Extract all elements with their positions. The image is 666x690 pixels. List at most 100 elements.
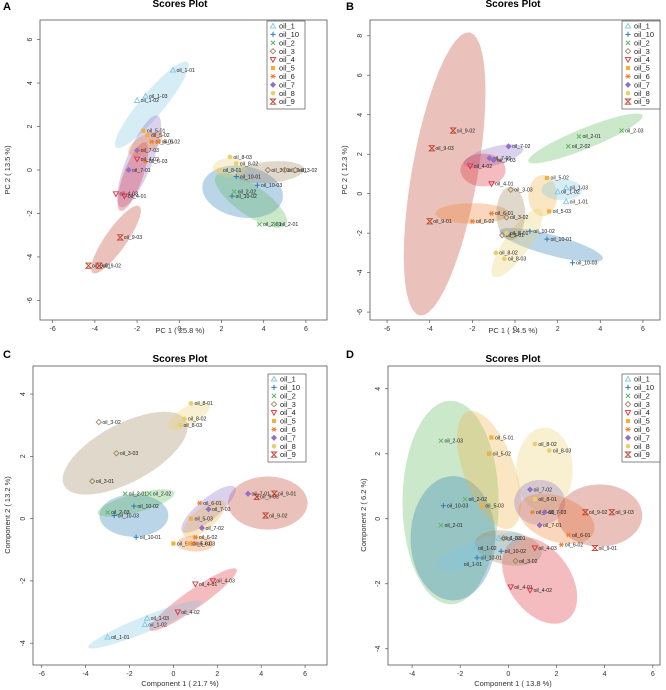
point-label: oil_9-02	[589, 510, 608, 516]
x-tick-label: 6	[304, 326, 308, 333]
point-oil-9-01	[270, 490, 279, 497]
point-label: oil_10-02	[137, 504, 158, 510]
point-label: oil_1-02	[561, 190, 580, 196]
y-axis-label: PC 2 ( 13.5 %)	[3, 145, 12, 195]
y-tick-label: -6	[357, 309, 364, 315]
point-label: oil_9-01	[92, 263, 111, 269]
point-oil-10-02	[229, 193, 235, 199]
point-oil-10-02	[527, 228, 533, 234]
legend-label: oil_5	[634, 417, 650, 426]
point-oil-6-02	[155, 139, 161, 145]
point-label: oil_4-01	[514, 585, 533, 591]
point-oil-4-03	[209, 578, 217, 585]
point-oil-2-03	[438, 438, 444, 444]
point-oil-6-02	[469, 218, 475, 224]
point-oil-9-02	[449, 127, 457, 134]
point-oil-1-03	[562, 184, 570, 191]
legend-marker-oil-8	[271, 443, 277, 449]
ellipse-oil-1	[114, 61, 189, 149]
point-oil-8-01	[532, 496, 538, 502]
point-oil-1-02	[141, 620, 149, 628]
point-label: oil_1-02	[478, 546, 497, 552]
point-oil-8-01	[504, 230, 509, 236]
point-oil-2-01	[576, 134, 582, 139]
point-oil-9-03	[116, 234, 124, 241]
point-label: oil_9-03	[435, 146, 454, 152]
panel-a: A Scores Plot -6 -4 -2 0 2 4 6 -6 -4 -2 0 2 4 6 PC 1 ( 2…	[3, 0, 328, 335]
panel-letter: A	[3, 1, 11, 13]
point-oil-2-03	[105, 509, 111, 515]
point-label: oil_1-01	[570, 199, 589, 205]
point-oil-8-02	[233, 161, 239, 166]
ellipse-oil-7	[463, 144, 524, 169]
x-tick-label: 2	[215, 671, 219, 678]
point-label: oil_10-03	[118, 513, 139, 519]
y-tick-label: 0	[20, 517, 27, 521]
point-label: oil_1-01	[111, 635, 130, 641]
point-label: oil_9-01	[433, 219, 452, 225]
ellipse-oil-2	[402, 400, 499, 605]
legend-label: oil_10	[634, 30, 654, 39]
legend-label: oil_1	[279, 22, 295, 31]
legend-marker-oil-4	[270, 410, 278, 417]
point-oil-4-02	[133, 156, 141, 163]
ellipse-oil-3	[496, 186, 526, 241]
point-oil-2-01	[438, 522, 444, 528]
point-oil-6-03	[529, 509, 536, 515]
point-oil-4-02	[466, 163, 474, 170]
point-oil-3-03	[507, 186, 514, 193]
point-label: oil_10-03	[576, 261, 597, 267]
point-oil-6-03	[190, 541, 196, 546]
confidence-ellipses	[403, 32, 643, 316]
point-label: oil_5-03	[553, 209, 572, 215]
point-oil-5-01	[186, 541, 191, 546]
legend-marker-oil-2	[625, 393, 631, 399]
legend-marker-oil-10	[270, 31, 276, 37]
point-oil-2-02	[565, 143, 571, 149]
legend-marker-oil-6	[625, 73, 631, 79]
point-label: oil_2-02	[469, 497, 488, 503]
y-tick-label: -2	[375, 581, 382, 587]
point-oil-4-02	[174, 609, 182, 616]
point-oil-10-01	[133, 534, 139, 540]
point-oil-4-02	[526, 587, 534, 594]
point-label: oil_5-02	[177, 541, 196, 547]
point-label: oil_1-01	[176, 68, 195, 74]
y-axis-label: Component 2 ( 6.2 %)	[359, 478, 368, 552]
point-oil-6-03	[142, 158, 149, 164]
point-oil-4-01	[121, 193, 128, 200]
point-oil-1-03	[142, 92, 149, 99]
panel-letter: D	[346, 349, 354, 361]
plot-frame	[32, 365, 328, 666]
legend-label: oil_1	[634, 22, 650, 31]
x-tick-label: -6	[39, 671, 45, 678]
legend-marker-oil-9	[624, 451, 632, 458]
legend-label: oil_7	[634, 80, 650, 89]
point-oil-9-03	[428, 145, 436, 152]
x-tick-label: 6	[641, 326, 645, 333]
y-tick-label: 4	[27, 81, 34, 85]
ellipse-oil-2	[214, 173, 288, 228]
ellipse-oil-8	[167, 401, 210, 431]
point-oil-3-01	[498, 231, 506, 239]
point-label: oil_7-02	[534, 487, 553, 493]
legend-marker-oil-7	[270, 434, 278, 441]
y-tick-label: -6	[27, 297, 34, 303]
point-label: oil_2-03	[111, 510, 130, 516]
legend-label: oil_4	[634, 408, 650, 417]
y-tick-label: 4	[357, 113, 364, 117]
y-tick-label: 2	[20, 454, 27, 458]
legend-label: oil_3	[280, 400, 296, 409]
legend-marker-oil-2	[271, 393, 277, 399]
point-oil-5-02	[487, 451, 492, 456]
confidence-ellipses	[91, 61, 305, 274]
point-label: oil_4-02	[474, 164, 493, 170]
ellipse-oil-1	[436, 532, 523, 570]
panel-c: C Scores Plot -6 -4 -2 0 2 4 6 -4 -2 0 2 4 Component 1…	[3, 349, 328, 688]
point-oil-10-03	[111, 512, 117, 519]
y-tick-label: 8	[357, 34, 364, 38]
point-label: oil_9-03	[124, 235, 143, 241]
ellipse-oil-5	[182, 499, 226, 538]
